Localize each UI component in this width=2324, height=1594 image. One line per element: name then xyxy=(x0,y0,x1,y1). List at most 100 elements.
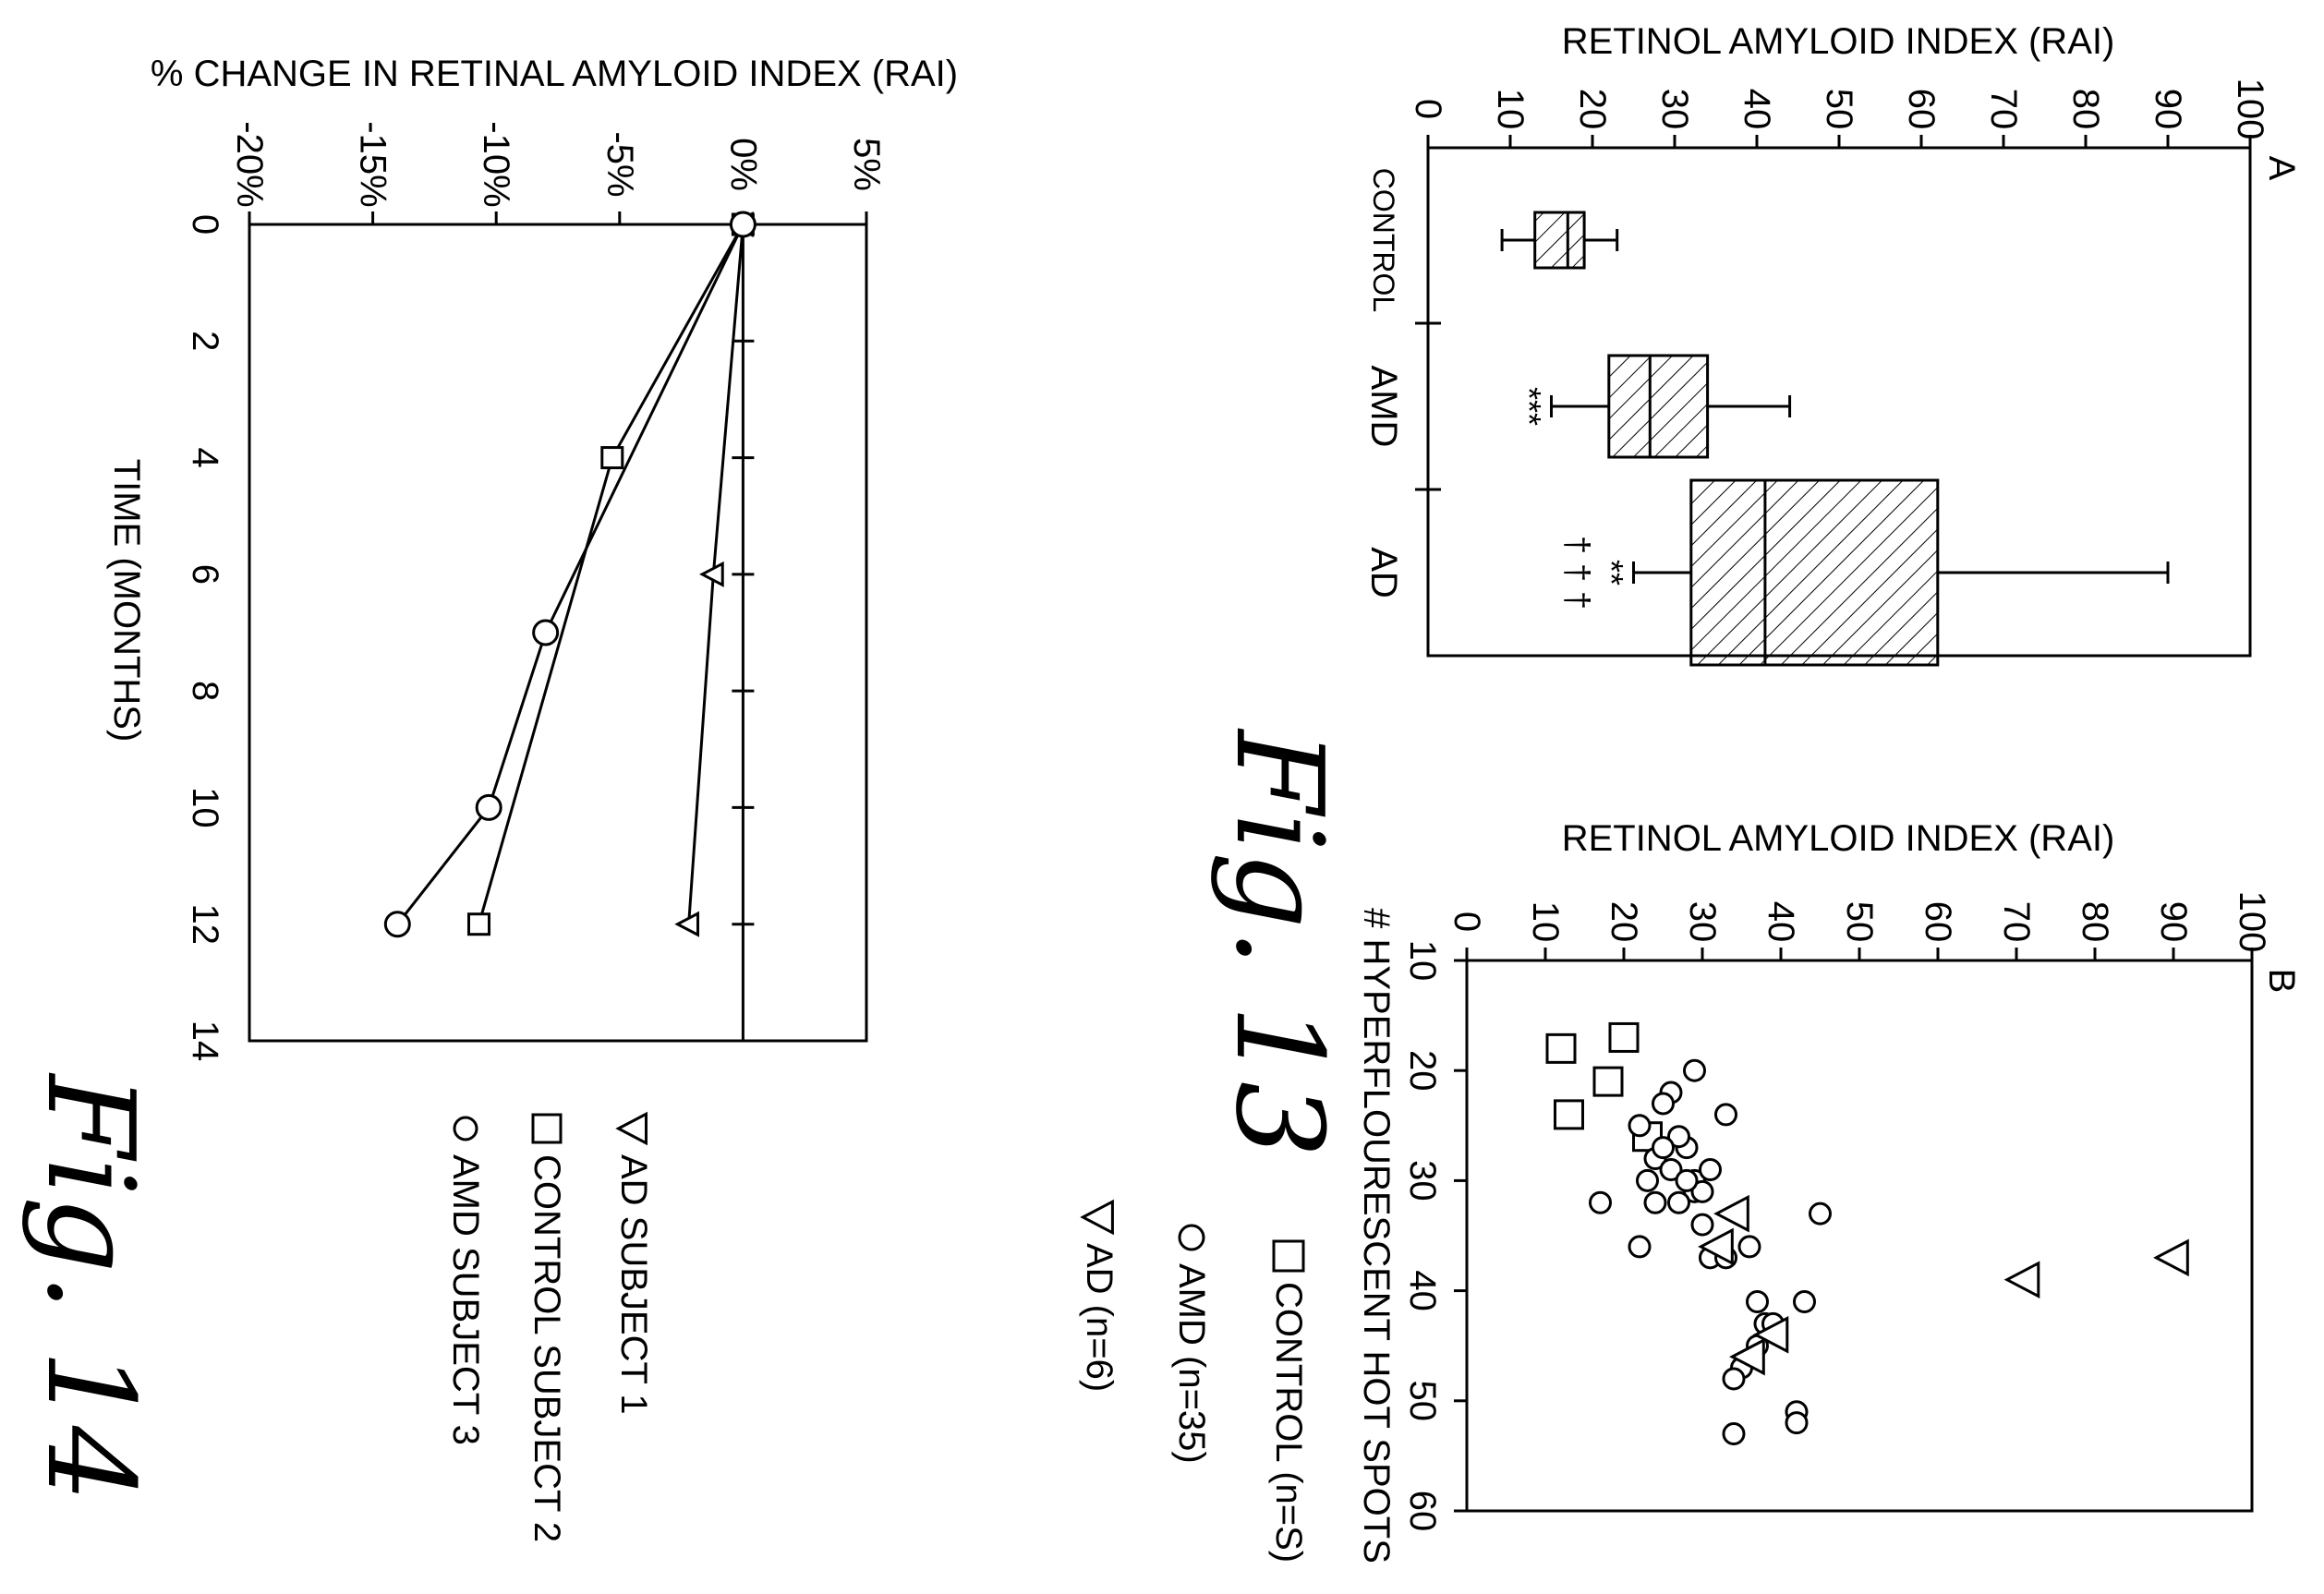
fig14-line-circle xyxy=(396,223,744,925)
fig13b-point-square-1 xyxy=(1545,1032,1577,1064)
fig13b-ytick-label-40: 40 xyxy=(1761,901,1801,943)
fig13b-point-square-2 xyxy=(1592,1066,1624,1097)
fig14-point-triangle-1 xyxy=(699,561,724,587)
fig13a-ytick-label-60: 60 xyxy=(1901,89,1942,130)
fig13b-point-circle-25 xyxy=(1722,1367,1746,1391)
fig13a-ytick-label-80: 80 xyxy=(2065,89,2106,130)
fig13b-series-triangle xyxy=(1698,1194,2189,1376)
fig13a-ytick-label-10: 10 xyxy=(1490,89,1531,130)
fig13b-point-circle-28 xyxy=(1722,1422,1746,1446)
fig13a-ytick-label-70: 70 xyxy=(1983,89,2024,130)
fig13b-plot-frame xyxy=(1465,959,2254,1513)
fig13a-annotation-ad: ** xyxy=(1592,560,1630,586)
fig13b-point-circle-14 xyxy=(1643,1190,1667,1214)
fig14-legend-marker-circle xyxy=(453,1116,478,1141)
fig13a-category-label-control: CONTROL xyxy=(1367,168,1400,312)
fig13b-point-triangle-2 xyxy=(2153,1238,2189,1277)
fig13b-panel-letter: B xyxy=(2261,969,2302,994)
fig13b-axis-title: RETINOL AMYLOID INDEX (RAI) xyxy=(1562,818,2115,859)
fig13b-point-circle-3 xyxy=(1714,1103,1737,1127)
fig13b-point-circle-12 xyxy=(1589,1190,1612,1214)
fig13b-legend-marker-triangle xyxy=(1080,1199,1114,1236)
fig13b-legend-marker-square xyxy=(1272,1239,1305,1273)
fig13a-annotation-amd: *** xyxy=(1510,387,1548,426)
fig13b-xtick-label-10: 10 xyxy=(1402,940,1443,982)
fig13b-point-circle-27 xyxy=(1785,1411,1809,1435)
fig13b-point-square-0 xyxy=(1608,1021,1640,1053)
fig13b-point-circle-15 xyxy=(1809,1202,1832,1226)
fig14-legend-label-square: CONTROL SUBJECT 2 xyxy=(527,1154,567,1542)
fig13b-point-square-3 xyxy=(1554,1099,1584,1130)
fig14-axis-title: % CHANGE IN RETINAL AMYLOID INDEX (RAI) xyxy=(151,54,958,94)
fig13b-point-circle-8 xyxy=(1636,1168,1659,1192)
fig14-ytick-label-5: 5% xyxy=(846,138,887,191)
fig13b-point-circle-33 xyxy=(1690,1213,1714,1237)
fig13b-point-circle-0 xyxy=(1683,1058,1706,1082)
fig13b-point-circle-20 xyxy=(1746,1290,1769,1314)
fig14-xtick-label-4: 4 xyxy=(185,447,225,467)
fig14-ytick-label-3: -5% xyxy=(599,131,640,197)
fig13b-point-circle-4 xyxy=(1628,1114,1652,1138)
fig13b-legend-label-circle: AMD (n=35) xyxy=(1171,1263,1212,1464)
fig13b-xtick-label-60: 60 xyxy=(1402,1491,1443,1532)
figure-labels: Fig. 13 Fig. 14 xyxy=(20,728,1350,1502)
fig13b-ytick-label-60: 60 xyxy=(1918,901,1958,943)
fig14-xtick-label-2: 2 xyxy=(185,331,225,351)
fig13a-ytick-label-20: 20 xyxy=(1572,89,1613,130)
fig14-series-circle xyxy=(383,211,757,938)
fig13b-ytick-label-10: 10 xyxy=(1525,901,1566,943)
fig13a-ytick-label-100: 100 xyxy=(2230,78,2270,140)
fig13b-point-circle-2 xyxy=(1652,1092,1675,1116)
fig13a-category-label-amd: AMD xyxy=(1363,366,1404,448)
fig13b-xtick-label-40: 40 xyxy=(1402,1270,1443,1311)
fig13b-point-circle-31 xyxy=(1667,1125,1690,1149)
fig13b-point-circle-21 xyxy=(1793,1290,1816,1314)
fig13a-annotation2-ad: † † † xyxy=(1559,536,1597,610)
fig14-point-circle-2 xyxy=(475,793,502,821)
fig13b-ytick-label-100: 100 xyxy=(2232,891,2272,953)
fig14-xtick-label-14: 14 xyxy=(185,1020,225,1062)
fig14-ytick-label-1: -15% xyxy=(353,121,393,207)
fig13a-box-plot: 0 10 20 30 40 50 60 70 80 90 100 CONTROL AMD *** AD **†… xyxy=(1363,21,2302,667)
fig13a-box-amd xyxy=(1607,354,1710,459)
fig13b-point-triangle-4 xyxy=(1752,1315,1789,1354)
fig13b-xtick-label-30: 30 xyxy=(1402,1160,1443,1202)
fig13b-point-triangle-0 xyxy=(1713,1194,1749,1233)
fig14-xtick-label-0: 0 xyxy=(185,214,225,235)
fig13b-point-circle-17 xyxy=(1737,1235,1761,1259)
fig13b-ytick-label-90: 90 xyxy=(2153,901,2194,943)
fig14-legend-marker-square xyxy=(531,1113,563,1144)
fig13b-point-circle-13 xyxy=(1667,1190,1690,1214)
fig13b-point-triangle-1 xyxy=(1698,1227,1734,1266)
fig13b-ytick-label-70: 70 xyxy=(1996,901,2037,943)
fig13b-point-circle-11 xyxy=(1690,1179,1714,1203)
fig13b-point-circle-30 xyxy=(1699,1157,1722,1181)
fig14-point-square-1 xyxy=(600,446,624,470)
fig14-xtick-label-6: 6 xyxy=(185,564,225,585)
fig14-point-triangle-2 xyxy=(674,911,700,937)
fig13b-xtick-label-50: 50 xyxy=(1402,1381,1443,1422)
fig14-label: Fig. 14 xyxy=(20,1072,161,1502)
fig14-point-circle-3 xyxy=(383,911,411,938)
fig14-point-circle-1 xyxy=(532,619,560,646)
fig13a-axis-title: RETINOL AMYLOID INDEX (RAI) xyxy=(1562,21,2115,62)
fig13a-box-ad xyxy=(1689,478,1940,667)
fig14-legend-label-triangle: AD SUBJECT 1 xyxy=(613,1154,654,1415)
fig13b-ytick-label-30: 30 xyxy=(1682,901,1723,943)
fig13b-series-square xyxy=(1545,1021,1663,1153)
fig14-line-chart: -20% -15% -10% -5% 0% 5% 0 2 4 6 8 10 12 14 % CHANGE I… xyxy=(106,54,958,1542)
fig13b-legend: CONTROL (n=S) AMD (n=35) AD (n=6) xyxy=(1079,1199,1309,1563)
fig13b-point-triangle-5 xyxy=(1729,1337,1765,1376)
fig14-legend-marker-triangle xyxy=(615,1111,648,1146)
fig13a-box-control xyxy=(1533,211,1586,270)
fig14-ytick-label-0: -20% xyxy=(229,121,270,207)
fig13b-point-circle-7 xyxy=(1659,1157,1683,1181)
fig14-ytick-label-4: 0% xyxy=(722,138,763,191)
fig14-point-circle-0 xyxy=(729,211,757,238)
fig13a-ytick-label-50: 50 xyxy=(1819,89,1859,130)
fig13b-point-circle-29 xyxy=(1675,1168,1699,1192)
fig13b-point-circle-32 xyxy=(1652,1136,1675,1160)
fig13b-ytick-label-50: 50 xyxy=(1839,901,1880,943)
fig14-plot-frame xyxy=(248,223,868,1043)
